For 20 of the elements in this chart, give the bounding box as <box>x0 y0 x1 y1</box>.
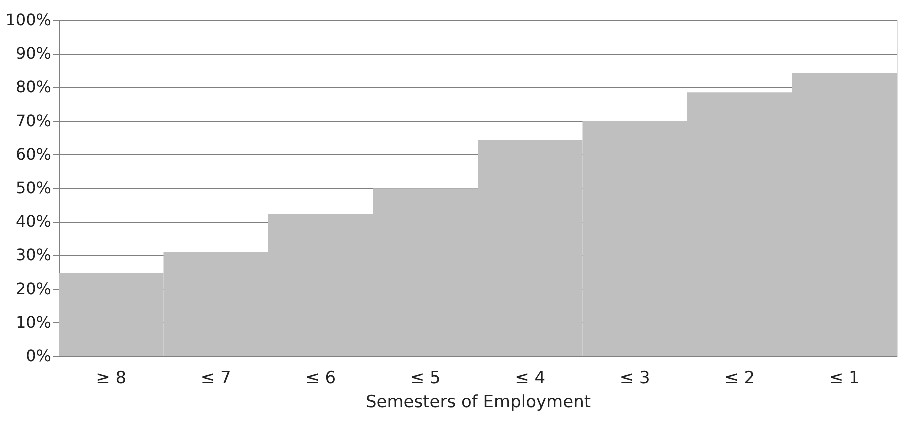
y-tick-label: 40% <box>16 212 52 232</box>
x-tick-label: ≤ 3 <box>620 368 650 388</box>
x-axis-title: Semesters of Employment <box>366 392 592 412</box>
y-tick-label: 20% <box>16 279 52 298</box>
y-tick-label: 0% <box>26 346 52 366</box>
y-tick-label: 30% <box>16 246 52 265</box>
x-tick-label: ≤ 7 <box>200 368 232 388</box>
y-tick-label: 90% <box>16 44 52 64</box>
y-tick-label: 70% <box>16 111 52 130</box>
x-tick-label: ≥ 8 <box>96 368 127 388</box>
y-tick-label: 100% <box>6 10 52 30</box>
y-tick-label: 60% <box>16 144 52 164</box>
x-tick-label: ≤ 6 <box>306 368 336 388</box>
y-tick-label: 80% <box>16 78 52 97</box>
x-tick-label: ≤ 2 <box>724 368 756 388</box>
y-tick-label: 50% <box>16 178 52 198</box>
x-tick-label: ≤ 1 <box>829 368 860 388</box>
y-tick-label: 10% <box>16 312 52 332</box>
x-tick-label: ≤ 5 <box>410 368 441 388</box>
x-tick-label: ≤ 4 <box>515 368 546 388</box>
